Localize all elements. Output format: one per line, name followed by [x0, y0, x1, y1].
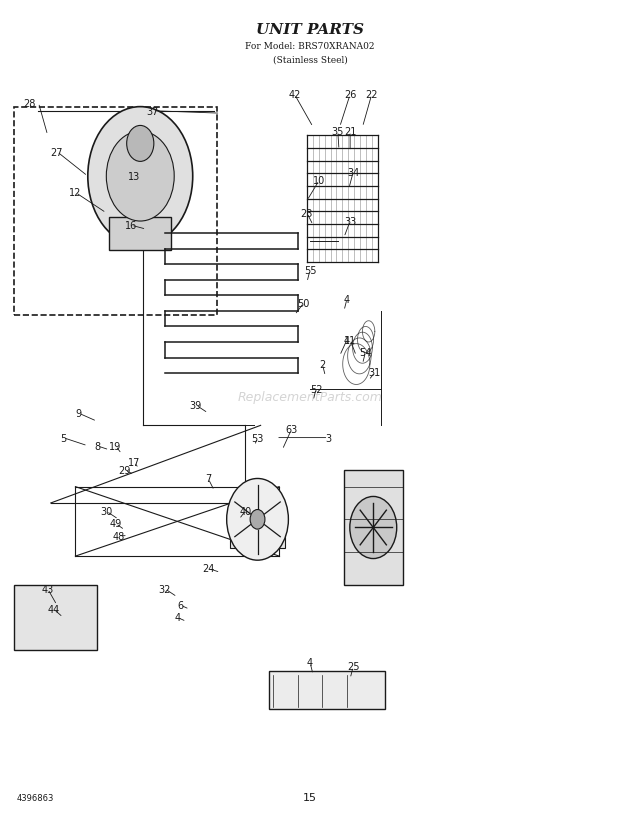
Circle shape: [88, 107, 193, 247]
Text: 26: 26: [344, 90, 356, 100]
Text: 39: 39: [190, 400, 202, 410]
Text: 43: 43: [42, 584, 54, 594]
Text: 52: 52: [310, 384, 322, 394]
Text: 63: 63: [285, 425, 298, 435]
Text: 30: 30: [100, 506, 112, 517]
Text: 27: 27: [51, 147, 63, 157]
Text: 16: 16: [125, 221, 137, 231]
Text: ReplacementParts.com: ReplacementParts.com: [237, 391, 383, 404]
Text: 19: 19: [110, 441, 122, 451]
Circle shape: [126, 126, 154, 162]
Circle shape: [350, 497, 397, 559]
Text: 28: 28: [23, 98, 35, 108]
Text: 1: 1: [344, 335, 350, 345]
Text: 31: 31: [369, 368, 381, 378]
Text: 37: 37: [146, 106, 159, 116]
Text: 15: 15: [303, 792, 317, 802]
Text: 2: 2: [319, 360, 326, 369]
Text: 22: 22: [365, 90, 378, 100]
Text: 34: 34: [347, 168, 360, 178]
Text: 50: 50: [298, 298, 310, 309]
Text: 29: 29: [118, 466, 131, 476]
Text: 5: 5: [60, 433, 66, 443]
Text: 25: 25: [347, 662, 360, 672]
Text: 4: 4: [344, 294, 350, 305]
Text: (Stainless Steel): (Stainless Steel): [273, 56, 347, 65]
Text: 53: 53: [251, 433, 264, 443]
Text: UNIT PARTS: UNIT PARTS: [256, 23, 364, 37]
FancyBboxPatch shape: [344, 471, 402, 585]
Text: 49: 49: [110, 518, 122, 529]
Text: 35: 35: [332, 127, 344, 137]
Text: 54: 54: [360, 347, 372, 357]
Circle shape: [227, 479, 288, 560]
Text: 4396863: 4396863: [17, 793, 54, 802]
Text: 32: 32: [159, 584, 171, 594]
Text: 6: 6: [177, 600, 184, 610]
Text: 24: 24: [202, 563, 215, 573]
Text: 23: 23: [301, 209, 313, 219]
Circle shape: [106, 132, 174, 222]
FancyBboxPatch shape: [109, 218, 171, 251]
FancyBboxPatch shape: [268, 672, 385, 709]
Text: 3: 3: [326, 433, 332, 443]
Text: 44: 44: [48, 604, 60, 614]
FancyBboxPatch shape: [230, 512, 285, 548]
Text: 12: 12: [69, 188, 82, 198]
Text: 55: 55: [304, 265, 316, 276]
Text: For Model: BRS70XRANA02: For Model: BRS70XRANA02: [246, 42, 374, 51]
Text: 33: 33: [344, 217, 356, 227]
Text: 7: 7: [205, 474, 211, 484]
Circle shape: [250, 510, 265, 530]
Text: 9: 9: [76, 409, 82, 419]
Text: 8: 8: [94, 441, 100, 451]
Text: 48: 48: [113, 531, 125, 541]
Text: 41: 41: [344, 335, 356, 345]
Text: 21: 21: [344, 127, 356, 137]
Text: 42: 42: [288, 90, 301, 100]
Text: 17: 17: [128, 458, 140, 468]
Text: 10: 10: [313, 176, 326, 186]
Text: 4: 4: [307, 658, 313, 667]
Text: 13: 13: [128, 172, 140, 182]
Text: 4: 4: [174, 613, 180, 622]
FancyBboxPatch shape: [14, 585, 97, 650]
Text: 40: 40: [239, 506, 251, 517]
